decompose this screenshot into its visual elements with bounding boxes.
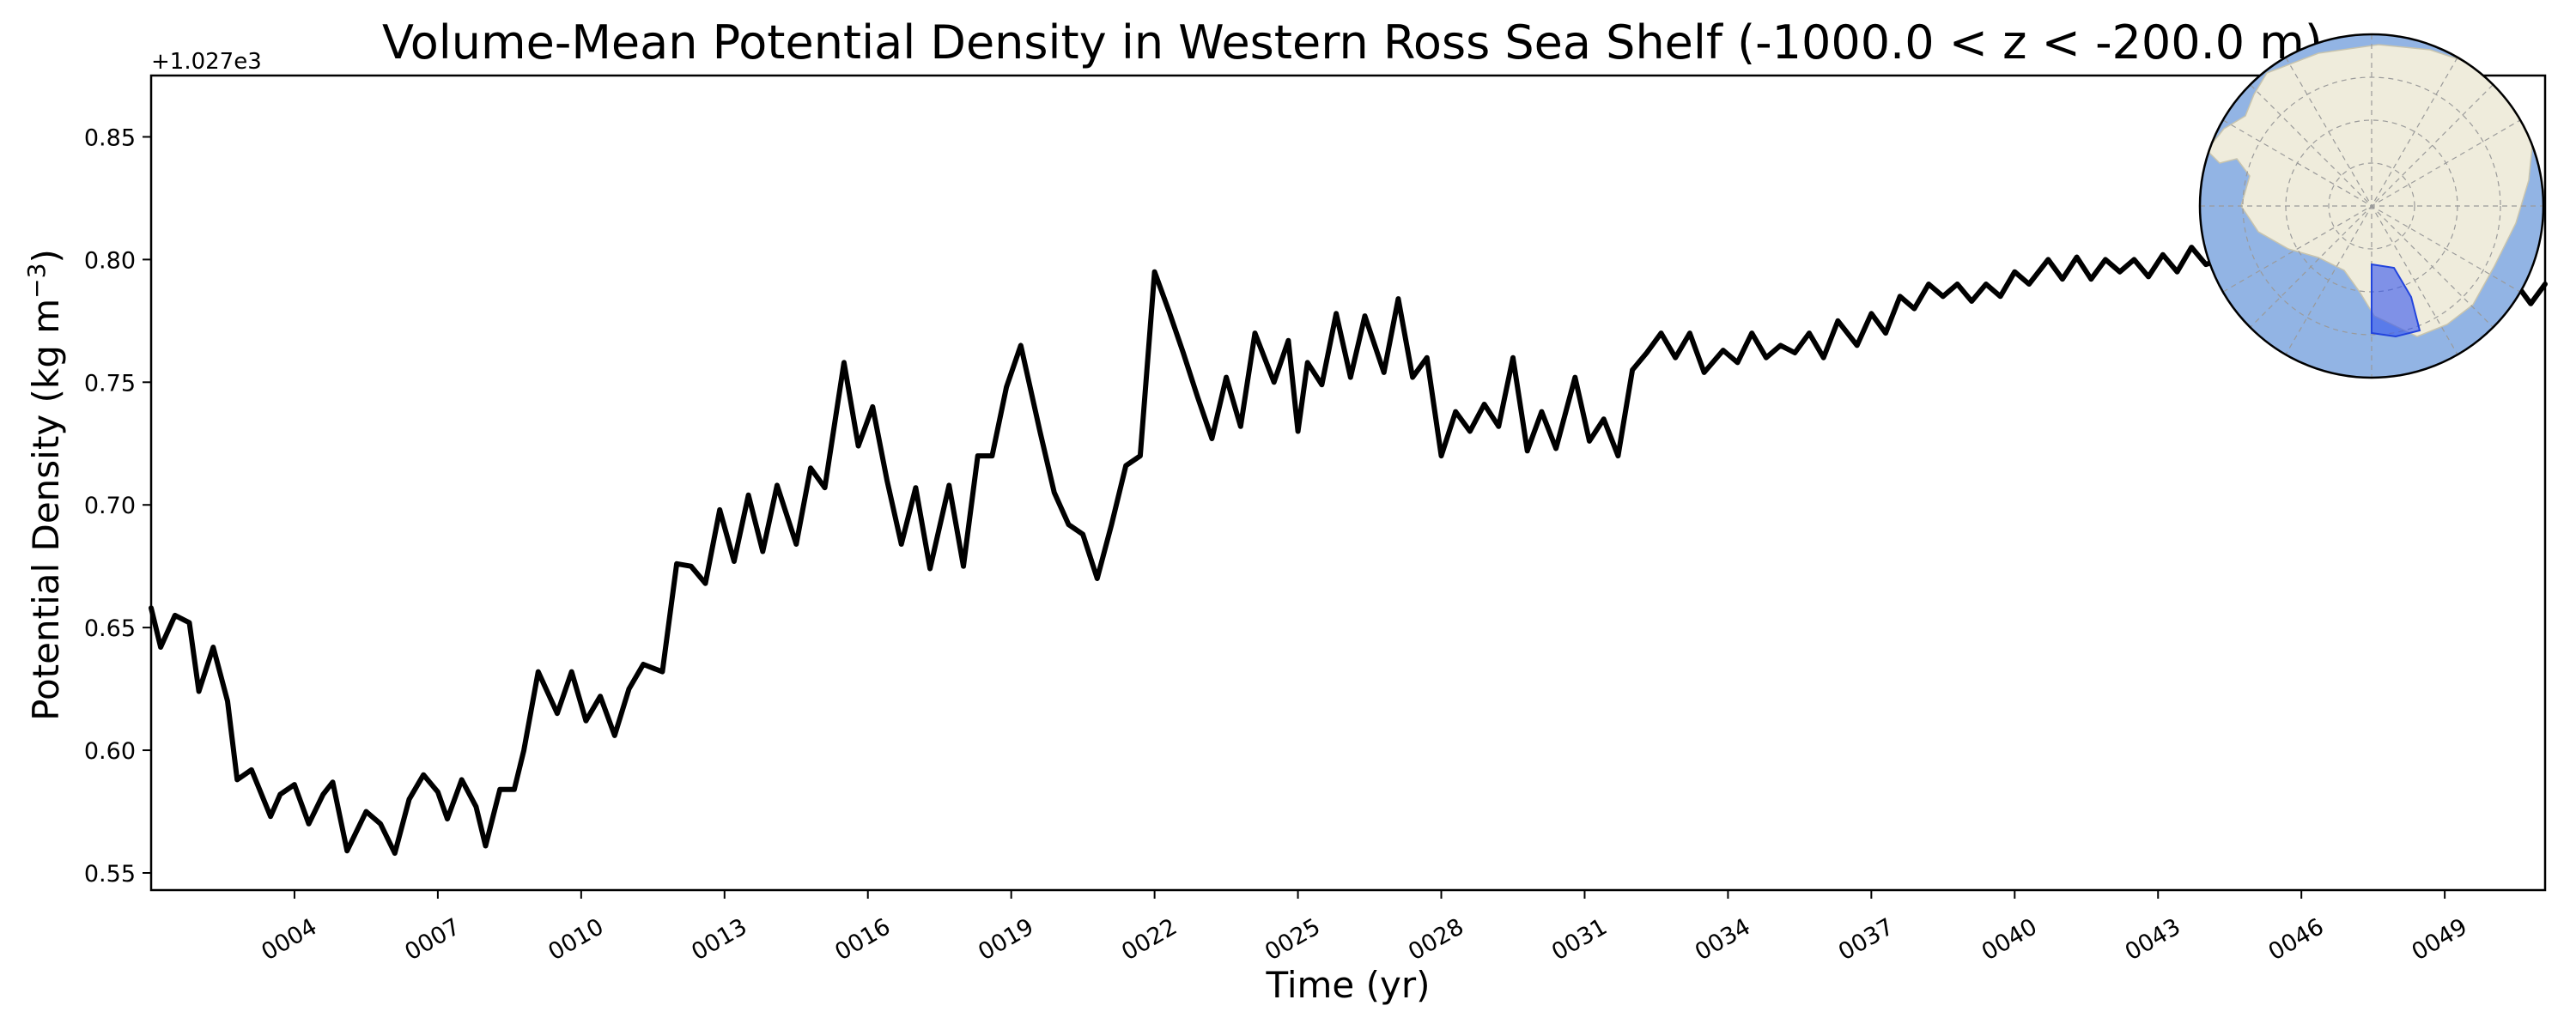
x-tick-label: 0028: [1404, 913, 1468, 966]
x-tick-label: 0046: [2264, 913, 2329, 966]
y-tick-label: 0.80: [84, 247, 136, 274]
inset-map: [2198, 33, 2545, 379]
x-tick-label: 0019: [974, 913, 1038, 966]
y-tick-label: 0.55: [84, 861, 136, 888]
x-tick-label: 0025: [1261, 913, 1325, 966]
x-tick-label: 0004: [257, 913, 321, 966]
x-tick-label: 0007: [400, 913, 465, 966]
x-tick-label: 0010: [544, 913, 608, 966]
x-axis-label: Time (yr): [1265, 964, 1430, 1006]
map-graticule: [2200, 34, 2543, 378]
y-axis-label-main: Potential Density (kg m: [25, 299, 67, 721]
y-tick-label: 0.70: [84, 493, 136, 519]
y-axis-label-close: ): [25, 249, 67, 263]
x-tick-label: 0049: [2408, 913, 2472, 966]
y-axis-label-exponent: −3: [22, 264, 51, 299]
x-tick-label: 0022: [1117, 913, 1182, 966]
map-border: [2198, 33, 2545, 379]
plot-frame: [149, 74, 2547, 892]
y-axis-ticks: 0.55 0.60 0.65 0.70 0.75 0.80 0.85: [84, 124, 151, 888]
y-tick-label: 0.65: [84, 615, 136, 642]
y-axis-label: Potential Density (kg m−3): [22, 249, 67, 721]
y-tick-label: 0.75: [84, 370, 136, 397]
x-tick-label: 0034: [1691, 913, 1755, 966]
y-tick-label: 0.85: [84, 124, 136, 151]
density-series-line: [149, 245, 2548, 857]
y-offset-label: +1.027e3: [151, 49, 262, 75]
x-tick-label: 0031: [1547, 913, 1612, 966]
x-tick-label: 0037: [1834, 913, 1899, 966]
x-tick-label: 0040: [1978, 913, 2042, 966]
x-tick-label: 0016: [830, 913, 895, 966]
chart-title: Volume-Mean Potential Density in Western…: [382, 15, 2323, 70]
x-axis-ticks: 0004 0007 0010 0013 0016 0019 0022 0025 0028 0031…: [257, 890, 2472, 966]
y-tick-label: 0.60: [84, 738, 136, 765]
western-ross-sea-region: [2371, 263, 2421, 338]
x-tick-label: 0043: [2121, 913, 2185, 966]
x-tick-label: 0013: [687, 913, 751, 966]
